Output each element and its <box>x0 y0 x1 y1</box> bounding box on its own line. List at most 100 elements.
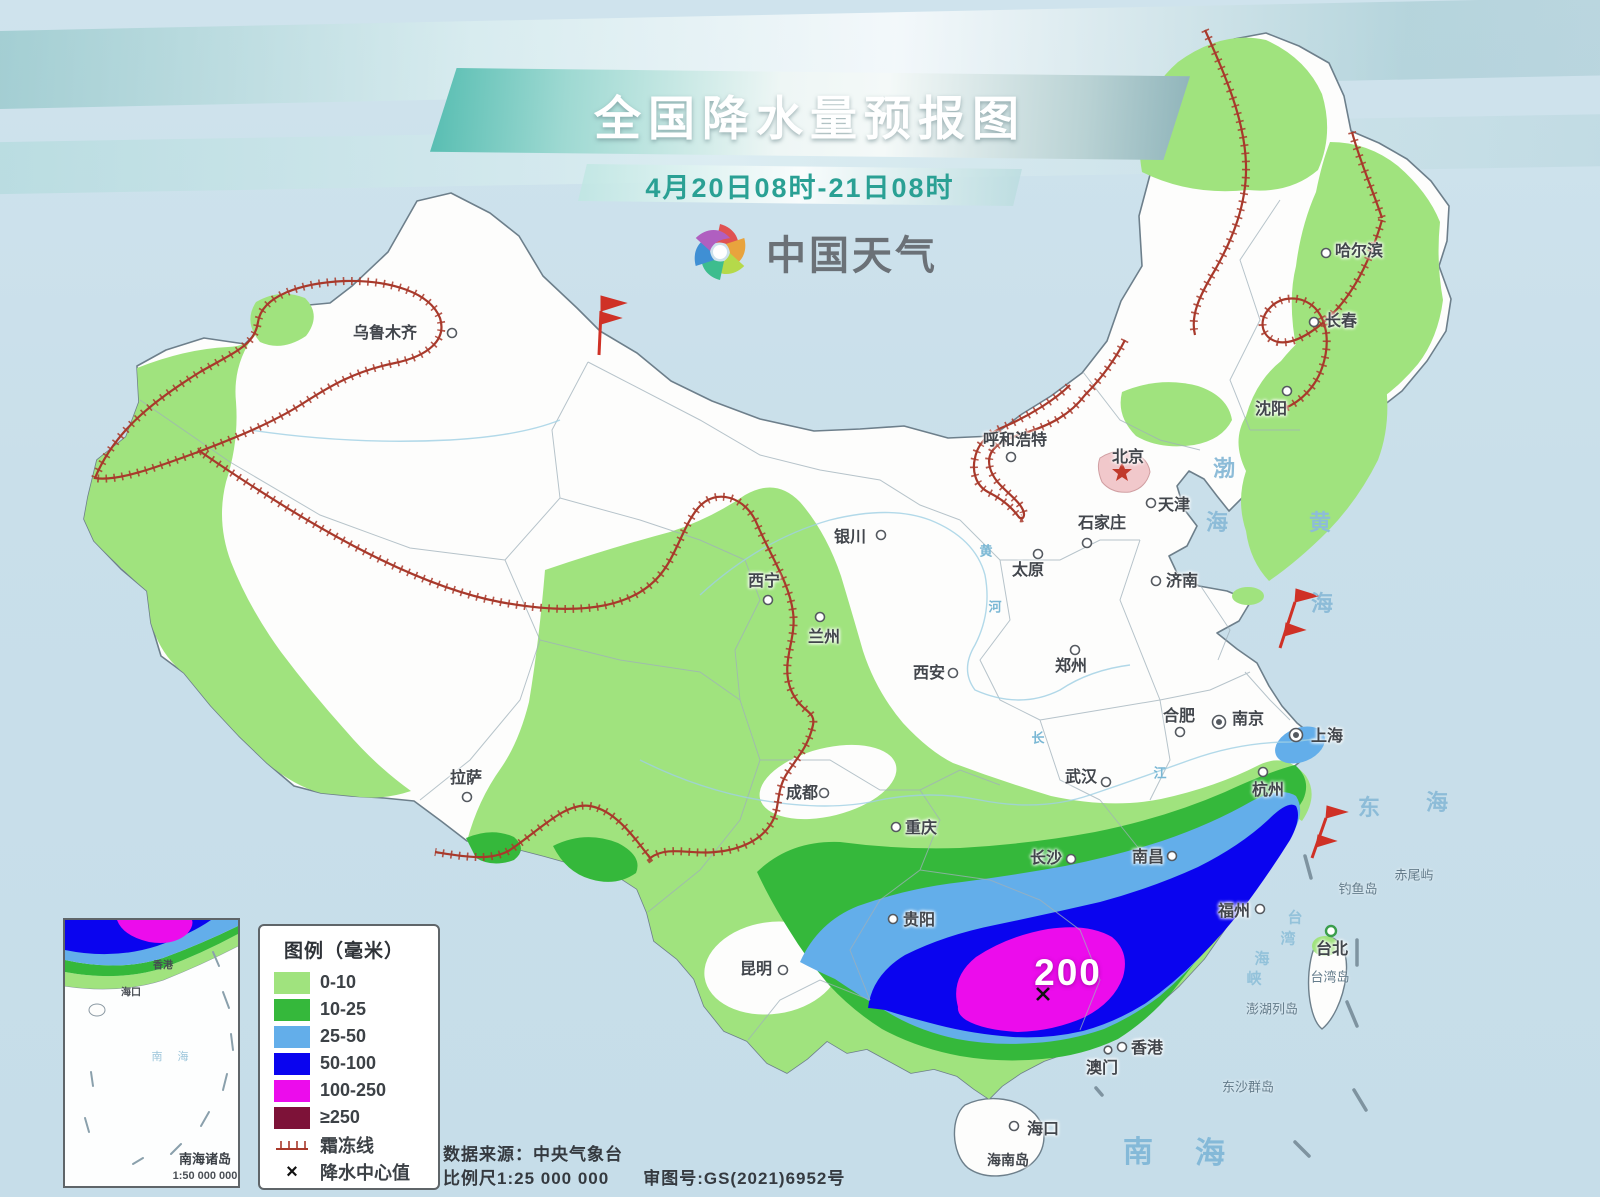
city-label-tianjin: 天津 <box>1157 497 1191 514</box>
sea-label-bohai-2: 海 <box>1205 510 1229 535</box>
map-credits: 比例尺1:25 000 000 审图号:GS(2021)6952号 <box>443 1164 845 1189</box>
sea-label-east-sea-2: 海 <box>1425 790 1449 815</box>
legend-row-center: × 降水中心值 <box>274 1158 428 1185</box>
city-label-shijiazhuang: 石家庄 <box>1077 515 1127 532</box>
inset-label-hongkong: 香港 <box>153 960 173 972</box>
pinwheel-icon <box>694 224 746 280</box>
city-label-wuhan: 武汉 <box>1064 769 1098 786</box>
city-label-lhasa: 拉萨 <box>449 770 483 787</box>
sea-label-taiwan-strait-4: 峡 <box>1246 970 1262 988</box>
legend-title: 图例（毫米） <box>284 941 405 962</box>
legend-row: 50-100 <box>274 1050 428 1077</box>
island-label-taiwan: 台湾岛 <box>1310 969 1350 985</box>
precip-center-icon: × <box>286 1160 298 1183</box>
legend-row: 25-50 <box>274 1023 428 1050</box>
province-borders <box>139 199 1300 1041</box>
city-label-fuzhou: 福州 <box>1217 903 1251 920</box>
city-label-hangzhou: 杭州 <box>1251 782 1285 799</box>
legend-swatch-10-25 <box>274 998 310 1021</box>
sea-label-south-sea-2: 海 <box>1195 1137 1229 1170</box>
sea-label-yellow-sea: 黄 <box>1308 510 1332 535</box>
sea-label-south-sea: 南 <box>1123 1136 1157 1169</box>
city-label-guiyang: 贵阳 <box>902 912 936 929</box>
sea-label-taiwan-strait: 台 <box>1287 909 1303 927</box>
inset-scale: 1:50 000 000 <box>172 1170 238 1182</box>
title-banner: 全国降水量预报图 <box>430 68 1190 160</box>
city-label-urumqi: 乌鲁木齐 <box>352 325 418 342</box>
beijing-star-icon <box>1112 462 1132 481</box>
inset-map-graphic <box>65 920 238 1165</box>
precip-100-250 <box>956 927 1125 1032</box>
city-label-hohhot: 呼和浩特 <box>982 432 1048 449</box>
city-label-hongkong: 香港 <box>1130 1040 1164 1057</box>
river-label-yellow: 黄 <box>979 543 993 559</box>
hainan-island <box>953 1097 1045 1177</box>
date-banner: 4月20日08时-21日08时 <box>578 164 1022 206</box>
legend-swatch-0-10 <box>274 971 310 994</box>
legend-swatch-50-100 <box>274 1052 310 1075</box>
city-markers <box>446 247 1338 1132</box>
forecast-period: 4月20日08时-21日08时 <box>645 172 955 203</box>
river-label-yangtze: 长 <box>1031 730 1045 746</box>
city-label-chengdu: 成都 <box>785 785 819 802</box>
south-china-sea-inset: 香港 海口 南 海 南海诸岛 1:50 000 000 <box>63 918 240 1188</box>
sea-label-taiwan-strait-3: 海 <box>1254 950 1270 968</box>
river-label-yellow-2: 河 <box>988 599 1002 615</box>
precip-center-marker <box>1036 987 1050 1001</box>
city-label-nanchang: 南昌 <box>1131 849 1165 866</box>
city-label-taiyuan: 太原 <box>1011 562 1045 579</box>
island-label-penghu: 澎湖列岛 <box>1245 1001 1299 1017</box>
city-label-xining: 西宁 <box>747 573 781 590</box>
inset-label-sea: 南 海 <box>151 1051 195 1063</box>
island-label-chiwei: 赤尾屿 <box>1394 867 1434 883</box>
city-label-shanghai: 上海 <box>1310 728 1344 745</box>
sea-label-yellow-sea-2: 海 <box>1310 591 1334 616</box>
city-label-shenyang: 沈阳 <box>1254 401 1288 418</box>
city-label-taipei: 台北 <box>1315 941 1349 958</box>
city-label-lanzhou: 兰州 <box>807 629 841 646</box>
city-label-haikou: 海口 <box>1026 1121 1060 1138</box>
legend-swatch-100-250 <box>274 1079 310 1102</box>
legend-row: ≥250 <box>274 1104 428 1131</box>
city-label-changchun: 长春 <box>1324 313 1358 330</box>
city-label-changsha: 长沙 <box>1029 850 1063 867</box>
frost-lines <box>89 28 1386 864</box>
island-label-dongsha: 东沙群岛 <box>1221 1079 1275 1095</box>
china-weather-logo: 中国天气 <box>688 220 938 284</box>
wind-barb-icon <box>597 295 1349 859</box>
city-label-xian: 西安 <box>912 665 946 682</box>
sea-label-taiwan-strait-2: 湾 <box>1280 930 1296 948</box>
city-label-macau: 澳门 <box>1085 1060 1119 1077</box>
city-label-harbin: 哈尔滨 <box>1334 243 1384 260</box>
sea-boundary-dashes <box>1094 854 1368 1158</box>
frost-line-icon <box>276 1140 308 1150</box>
legend-row: 100-250 <box>274 1077 428 1104</box>
page-title: 全国降水量预报图 <box>594 91 1026 145</box>
legend-row: 0-10 <box>274 969 428 996</box>
approval-number: 审图号:GS(2021)6952号 <box>643 1169 846 1188</box>
inset-label-haikou: 海口 <box>121 987 141 999</box>
logo-text: 中国天气 <box>766 234 938 278</box>
city-label-zhengzhou: 郑州 <box>1054 658 1088 675</box>
city-label-jinan: 济南 <box>1165 573 1199 590</box>
rivers <box>249 419 1316 807</box>
precip-max-value: 200 <box>1034 952 1102 993</box>
city-label-kunming: 昆明 <box>739 961 773 978</box>
city-label-chongqing: 重庆 <box>904 820 938 837</box>
legend-swatch-25-50 <box>274 1025 310 1048</box>
city-label-nanjing: 南京 <box>1231 711 1265 728</box>
map-legend: 图例（毫米） 0-10 10-25 25-50 50-100 100-250 ≥… <box>258 924 440 1190</box>
island-label-diaoyu: 钓鱼岛 <box>1338 881 1378 897</box>
taiwan-island <box>1307 936 1348 1030</box>
map-scale: 比例尺1:25 000 000 <box>443 1169 610 1188</box>
city-label-beijing: 北京 <box>1111 449 1145 466</box>
legend-row: 10-25 <box>274 996 428 1023</box>
inset-label-islands: 南海诸岛 <box>178 1151 232 1167</box>
city-label-yinchuan: 银川 <box>833 529 867 546</box>
city-label-hefei: 合肥 <box>1162 708 1196 725</box>
sea-label-bohai: 渤 <box>1212 456 1236 481</box>
data-source: 数据来源：中央气象台 <box>443 1145 623 1164</box>
river-label-yangtze-2: 江 <box>1153 765 1167 781</box>
